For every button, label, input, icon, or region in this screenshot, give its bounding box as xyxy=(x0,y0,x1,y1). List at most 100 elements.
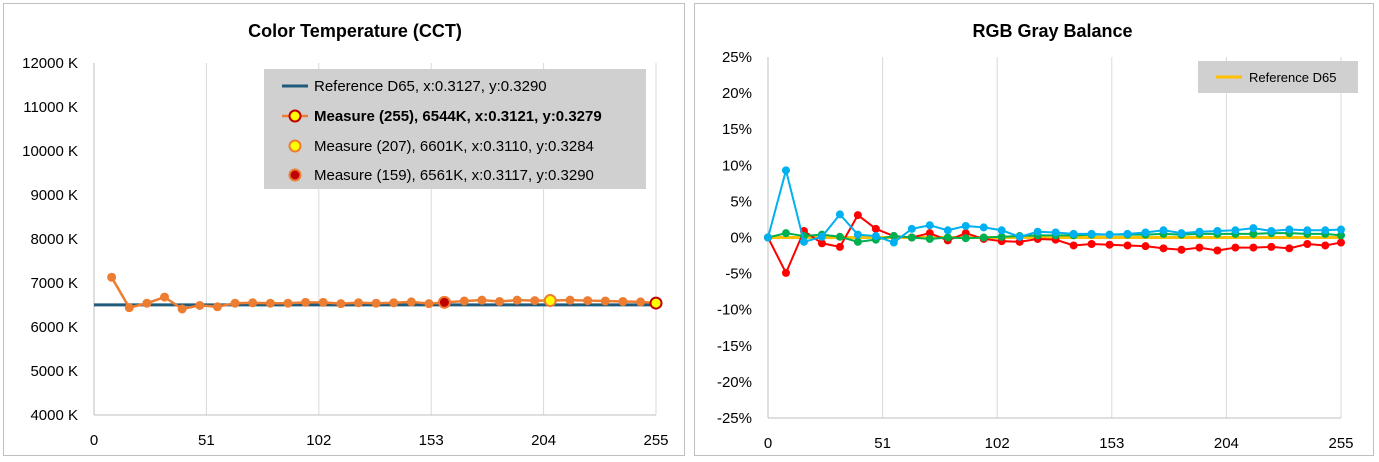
y-tick-label: 10000 K xyxy=(22,143,78,160)
green-data-point xyxy=(1337,231,1345,240)
x-tick-label: 0 xyxy=(764,435,772,452)
blue-data-point xyxy=(1321,226,1330,235)
blue-data-point xyxy=(925,221,934,230)
chart-title: Color Temperature (CCT) xyxy=(248,21,462,41)
cct-data-point xyxy=(177,304,187,314)
blue-data-point xyxy=(1051,228,1060,237)
cct-data-point xyxy=(406,297,416,307)
blue-data-point xyxy=(961,221,970,230)
x-tick-label: 102 xyxy=(306,432,331,449)
y-tick-label: 15% xyxy=(722,121,752,138)
cct-chart-panel: Color Temperature (CCT) 0 51 102 153 204 255 12… xyxy=(3,3,685,456)
legend-box xyxy=(264,69,646,189)
red-data-point xyxy=(1337,238,1345,247)
legend-entry: Reference D65, x:0.3127, y:0.3290 xyxy=(314,78,547,95)
cct-data-point xyxy=(160,292,170,302)
blue-data-point xyxy=(889,238,898,247)
y-tick-label: 10% xyxy=(722,157,752,174)
y-tick-label: 0% xyxy=(730,230,752,247)
cct-data-point xyxy=(318,297,328,307)
red-data-point xyxy=(1321,241,1330,250)
y-tick-label: 5000 K xyxy=(30,363,78,380)
y-tick-label: 7000 K xyxy=(30,275,78,292)
red-data-point xyxy=(853,211,862,220)
cct-data-point xyxy=(195,300,205,310)
blue-data-point xyxy=(799,237,808,246)
cct-data-point xyxy=(565,295,575,305)
green-data-point xyxy=(943,233,952,242)
red-data-point xyxy=(1285,244,1294,253)
cct-data-point xyxy=(583,296,593,306)
cct-data-point xyxy=(248,298,258,308)
cct-data-point xyxy=(107,272,117,282)
red-data-point xyxy=(1123,241,1132,250)
red-data-point xyxy=(781,268,790,277)
legend-marker-207 xyxy=(288,139,302,153)
blue-data-point xyxy=(817,232,826,241)
highlight-measure-point xyxy=(649,296,663,310)
blue-data-point xyxy=(764,233,772,242)
x-tick-label: 255 xyxy=(643,432,668,449)
cct-data-point xyxy=(353,298,363,308)
blue-data-point xyxy=(1123,229,1132,238)
y-tick-label: 6000 K xyxy=(30,319,78,336)
cct-data-point xyxy=(124,303,134,313)
blue-data-point xyxy=(871,232,880,241)
x-tick-label: 102 xyxy=(985,435,1010,452)
cct-chart: Color Temperature (CCT) 0 51 102 153 204 255 12… xyxy=(22,21,668,449)
cct-data-point xyxy=(230,298,240,308)
y-tick-label: -10% xyxy=(717,302,752,319)
cct-data-point xyxy=(424,299,434,309)
cct-data-point xyxy=(512,295,522,305)
chart-title: RGB Gray Balance xyxy=(972,21,1132,41)
y-tick-label: 9000 K xyxy=(30,187,78,204)
blue-data-point xyxy=(907,224,916,233)
blue-data-point xyxy=(1231,226,1240,235)
cct-data-point xyxy=(301,297,311,307)
red-data-point xyxy=(1303,239,1312,248)
red-data-point xyxy=(1231,243,1240,252)
legend-marker-159 xyxy=(288,168,302,182)
blue-data-point xyxy=(1141,228,1150,237)
red-data-point xyxy=(1267,242,1276,251)
red-data-point xyxy=(871,224,880,233)
legend-entry: Measure (207), 6601K, x:0.3110, y:0.3284 xyxy=(314,138,594,155)
blue-data-point xyxy=(979,223,988,232)
red-data-point xyxy=(1087,239,1096,248)
cct-data-point xyxy=(459,296,469,306)
green-data-point xyxy=(853,237,862,246)
blue-data-point xyxy=(1337,225,1345,234)
red-data-point xyxy=(1249,243,1258,252)
x-tick-label: 153 xyxy=(1099,435,1124,452)
cct-data-point xyxy=(336,299,346,309)
highlight-measure-point xyxy=(543,294,557,308)
blue-data-point xyxy=(781,166,790,175)
blue-data-point xyxy=(997,226,1006,235)
green-data-point xyxy=(979,233,988,242)
x-tick-label: 204 xyxy=(1214,435,1239,452)
red-data-point xyxy=(1141,242,1150,251)
green-data-point xyxy=(781,229,790,238)
y-tick-label: 12000 K xyxy=(22,55,78,72)
blue-data-point xyxy=(943,226,952,235)
cct-data-point xyxy=(283,298,293,308)
y-tick-label: -15% xyxy=(717,338,752,355)
rgb-balance-chart: RGB Gray Balance 0 51 102 153 204 255 25% 20% 15%… xyxy=(717,21,1358,452)
green-data-point xyxy=(907,233,916,242)
blue-data-point xyxy=(1177,229,1186,238)
y-tick-label: 25% xyxy=(722,49,752,66)
cct-data-point xyxy=(636,297,646,307)
x-tick-label: 204 xyxy=(531,432,556,449)
blue-data-point xyxy=(1087,229,1096,238)
red-data-point xyxy=(817,239,826,248)
cct-data-point xyxy=(142,298,152,308)
red-data-point xyxy=(925,229,934,238)
blue-data-point xyxy=(1303,226,1312,235)
green-data-point xyxy=(925,234,934,243)
legend-entry: Measure (255), 6544K, x:0.3121, y:0.3279 xyxy=(314,108,602,125)
blue-data-point xyxy=(1033,227,1042,236)
red-data-point xyxy=(1213,246,1222,255)
blue-data-point xyxy=(1015,232,1024,241)
cct-data-point xyxy=(212,302,222,312)
green-data-point xyxy=(997,232,1006,241)
